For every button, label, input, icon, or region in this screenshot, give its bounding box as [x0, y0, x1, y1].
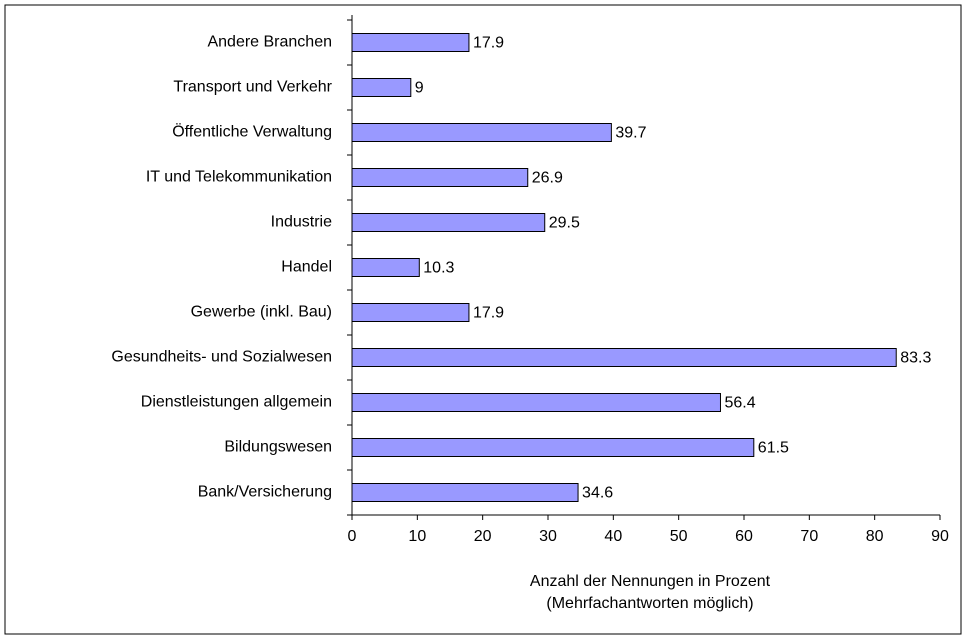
bar — [351, 303, 470, 322]
bar — [351, 348, 897, 367]
y-tick-label: IT und Telekommunikation — [146, 169, 332, 186]
x-axis-label: Anzahl der Nennungen in Prozent — [530, 573, 771, 590]
bar — [351, 483, 579, 502]
x-tick-label: 0 — [348, 528, 357, 545]
x-tick-label: 50 — [670, 528, 688, 545]
y-tick-label: Dienstleistungen allgemein — [141, 394, 332, 411]
y-tick-label: Handel — [281, 259, 332, 276]
data-label: 56.4 — [724, 395, 755, 412]
chart-border — [4, 4, 962, 635]
y-tick-label: Gewerbe (inkl. Bau) — [191, 304, 332, 321]
data-label: 17.9 — [473, 35, 504, 52]
data-label: 10.3 — [423, 260, 454, 277]
bar — [351, 213, 546, 232]
y-tick-label: Öffentliche Verwaltung — [172, 123, 332, 141]
y-tick-label: Gesundheits- und Sozialwesen — [111, 349, 332, 366]
x-axis-label: (Mehrfachantworten möglich) — [546, 595, 753, 612]
y-tick-label: Andere Branchen — [207, 34, 332, 51]
bar — [351, 78, 412, 97]
bar — [351, 438, 755, 457]
data-label: 34.6 — [582, 485, 613, 502]
bar — [351, 123, 612, 142]
data-label: 83.3 — [900, 350, 931, 367]
data-label: 61.5 — [758, 440, 789, 457]
data-label: 9 — [415, 80, 424, 97]
bar — [351, 258, 420, 277]
x-tick-label: 20 — [474, 528, 492, 545]
x-tick-label: 70 — [800, 528, 818, 545]
x-tick-label: 10 — [408, 528, 426, 545]
data-label: 26.9 — [532, 170, 563, 187]
y-tick-label: Bildungswesen — [224, 439, 332, 456]
bar — [351, 393, 721, 412]
bar — [351, 33, 470, 52]
data-label: 39.7 — [615, 125, 646, 142]
x-tick-label: 30 — [539, 528, 557, 545]
x-tick-label: 60 — [735, 528, 753, 545]
x-tick-label: 40 — [604, 528, 622, 545]
data-label: 17.9 — [473, 305, 504, 322]
bar — [351, 168, 529, 187]
y-tick-label: Bank/Versicherung — [198, 484, 332, 501]
y-tick-label: Industrie — [271, 214, 332, 231]
y-tick-label: Transport und Verkehr — [173, 79, 332, 96]
x-tick-label: 80 — [866, 528, 884, 545]
x-tick-label: 90 — [931, 528, 949, 545]
data-label: 29.5 — [549, 215, 580, 232]
